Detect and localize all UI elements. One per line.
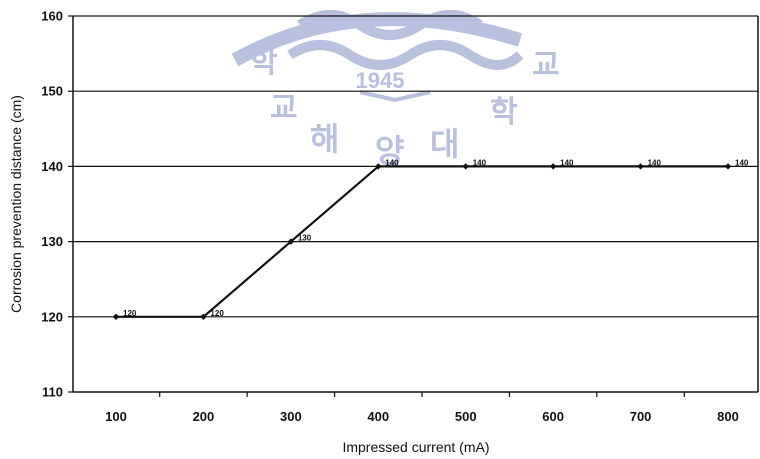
- data-label: 140: [560, 158, 574, 167]
- x-tick-label: 700: [630, 409, 652, 424]
- data-label: 140: [648, 158, 662, 167]
- y-tick-label: 150: [41, 84, 63, 99]
- watermark-wave-1: [297, 10, 483, 40]
- watermark-glyph-3: 해: [310, 121, 339, 157]
- series-line: [116, 165, 728, 318]
- x-axis-title: Impressed current (mA): [342, 439, 489, 455]
- data-point: [375, 163, 382, 170]
- x-tick-label: 300: [280, 409, 302, 424]
- x-tick-label: 200: [193, 409, 215, 424]
- watermark-glyph-1: 학: [250, 46, 278, 79]
- x-tick-label: 100: [105, 409, 127, 424]
- data-label: 120: [123, 309, 137, 318]
- axes: [72, 16, 759, 393]
- watermark-year: 1945: [356, 68, 405, 93]
- x-tick-label: 800: [717, 409, 739, 424]
- data-label: 120: [210, 309, 224, 318]
- gridlines: [68, 15, 758, 397]
- data-point: [112, 313, 120, 320]
- x-tick-label: 400: [367, 409, 389, 424]
- data-label: 140: [473, 158, 487, 167]
- watermark-glyph-2: 교: [270, 92, 298, 125]
- x-tick-labels: 100 200 300 400 500 600 700 800: [105, 409, 739, 424]
- data-label: 130: [298, 234, 312, 243]
- watermark-glyph-5: 대: [430, 126, 459, 162]
- data-point: [200, 313, 207, 320]
- series-group: [112, 163, 732, 320]
- data-point: [287, 238, 295, 245]
- data-labels: 120 120 130 140 140 140 140 140: [123, 158, 749, 317]
- y-tick-label: 130: [41, 234, 63, 249]
- data-label: 140: [385, 158, 399, 167]
- x-tick-label: 600: [542, 409, 564, 424]
- y-tick-label: 120: [41, 309, 63, 324]
- y-tick-labels: 110 120 130 140 150 160: [41, 9, 63, 400]
- watermark-glyph-6: 학: [490, 96, 518, 129]
- y-tick-label: 140: [41, 159, 63, 174]
- watermark-wave-2: [287, 40, 524, 70]
- watermark-book: [359, 90, 431, 103]
- watermark-arc: [231, 12, 523, 67]
- watermark-glyph-7: 교: [532, 49, 560, 82]
- y-tick-label: 160: [41, 9, 63, 24]
- data-point: [549, 163, 557, 170]
- y-tick-label: 110: [42, 385, 63, 400]
- data-label: 140: [735, 158, 749, 167]
- data-point: [724, 163, 732, 170]
- y-axis-title: Corrosion prevention distance (cm): [8, 95, 24, 313]
- watermark-seal: 1945 학 교 해 양 대 학 교: [231, 10, 560, 169]
- x-tick-label: 500: [455, 409, 477, 424]
- watermark-glyph-4: 양: [375, 133, 404, 169]
- data-point: [462, 163, 469, 170]
- data-point: [637, 163, 644, 170]
